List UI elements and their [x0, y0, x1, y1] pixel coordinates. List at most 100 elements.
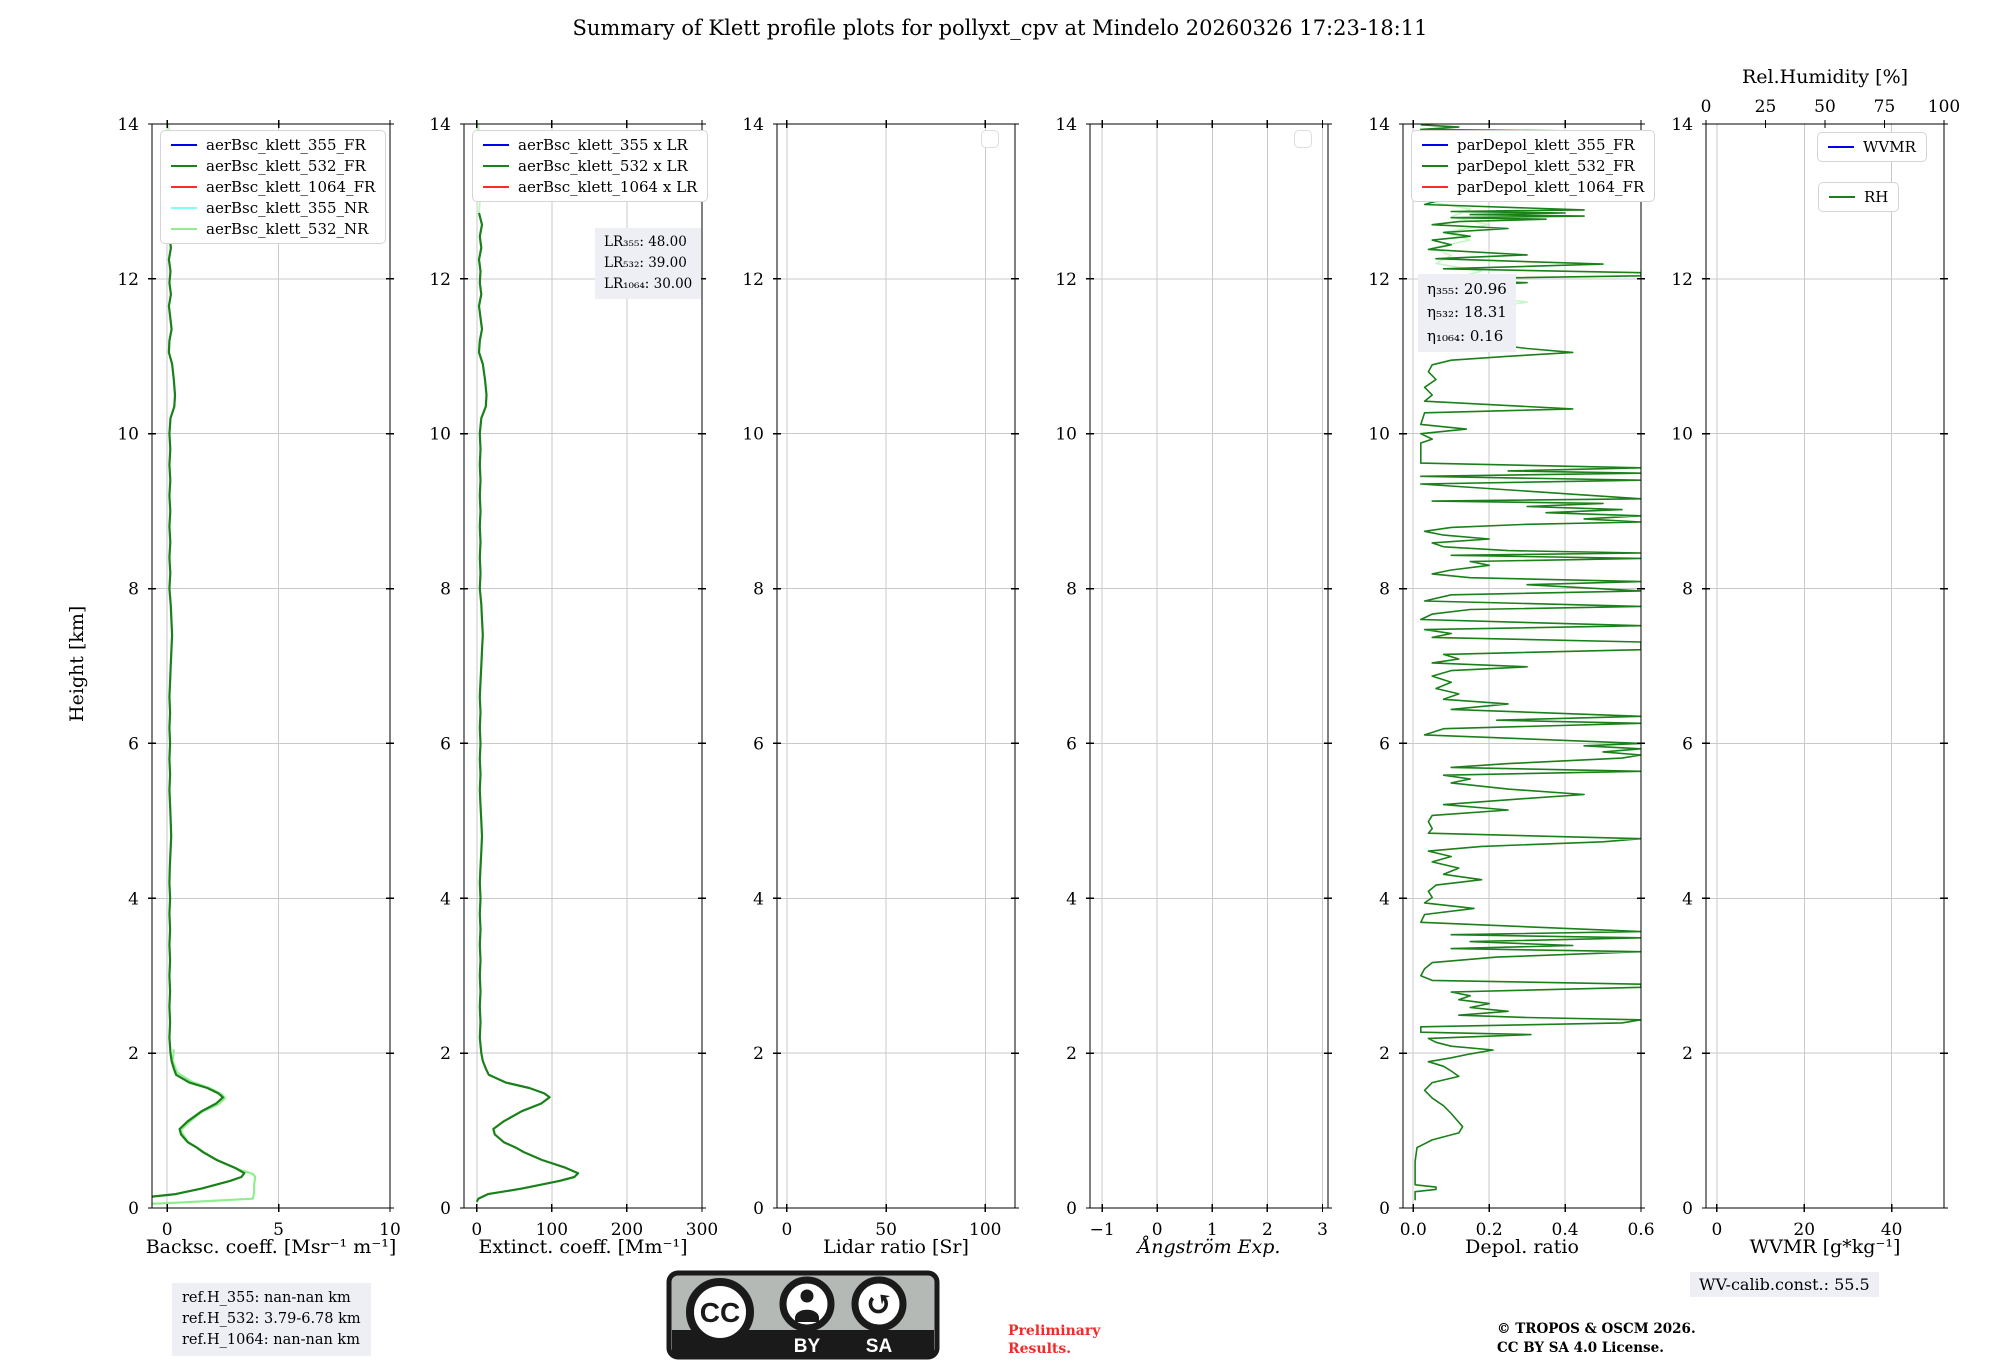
x-tick-label: 10: [379, 1220, 401, 1240]
legend-line-swatch: [171, 144, 197, 146]
legend-label: aerBsc_klett_532_FR: [206, 157, 366, 175]
x-tick-label: 0: [1152, 1220, 1163, 1240]
y-tick-label: 2: [1682, 1044, 1693, 1064]
y-tick-label: 2: [1379, 1044, 1390, 1064]
y-tick-label: 6: [1066, 734, 1077, 754]
annotation-line: LR₃₅₅: 48.00: [604, 234, 687, 250]
legend-entry: aerBsc_klett_532_NR: [171, 220, 375, 238]
x-tick-label: 1: [1207, 1220, 1218, 1240]
y-tick-label: 10: [117, 425, 139, 445]
x-tick-label: 100: [536, 1220, 568, 1240]
x-tick-label: 0.0: [1400, 1220, 1427, 1240]
x-tick-label: 0: [782, 1220, 793, 1240]
axes-frame: [776, 123, 1016, 1209]
depol-ratio-plot-canvas: 0.0 0.2 0.4 0.6 0 2 4 6 8 10 12 14: [1368, 115, 1654, 1240]
series-aerBsc_klett_532_FR: [152, 212, 246, 1198]
y-tick-label: 0: [753, 1199, 764, 1219]
y-axis-label: Height [km]: [66, 605, 88, 722]
y-tick-label: 4: [1682, 889, 1693, 909]
x-tick-label: 200: [611, 1220, 643, 1240]
legend-label: aerBsc_klett_532_NR: [206, 220, 369, 238]
axes-frame: [1402, 123, 1642, 1209]
legend-line-swatch: [171, 186, 197, 188]
y-tick-label: 10: [1671, 425, 1693, 445]
legend-label: aerBsc_klett_1064 x LR: [518, 178, 698, 196]
y-tick-label: 10: [1055, 425, 1077, 445]
share-alike-glyph: ↺: [865, 1284, 894, 1324]
legend-line-swatch: [171, 165, 197, 167]
legend-line-swatch: [171, 228, 197, 230]
top-axis-tick-label: 100: [1928, 97, 1960, 117]
x-tick-label: 0: [471, 1220, 482, 1240]
annotation-line: η₃₅₅: 20.96: [1427, 280, 1507, 298]
series-aerBsc_klett_532xLR: [475, 212, 580, 1203]
legend-entry: RH: [1829, 188, 1888, 206]
x-tick-label: 5: [273, 1220, 284, 1240]
legend-entry: aerBsc_klett_1064_FR: [171, 178, 375, 196]
share-alike-icon: [851, 1276, 907, 1332]
subplot-depol-ratio: 0.0 0.2 0.4 0.6 0 2 4 6 8 10 12 14 Depol. ratio η₃₅…: [1368, 115, 1656, 1258]
legend-label: aerBsc_klett_532 x LR: [518, 157, 688, 175]
copyright-note: © TROPOS & OSCM 2026. CC BY SA 4.0 Licen…: [1497, 1320, 1696, 1358]
legend-entry: aerBsc_klett_355_FR: [171, 136, 375, 154]
y-tick-label: 14: [1368, 115, 1390, 135]
y-tick-label: 6: [128, 734, 139, 754]
figure-title: Summary of Klett profile plots for polly…: [572, 16, 1428, 40]
x-tick-label: 0: [162, 1220, 173, 1240]
sa-label: SA: [866, 1336, 893, 1357]
subplot-angstrom: −1 0 1 2 3 0 2 4 6 8 10 12 14 Ångström Exp.: [1055, 115, 1332, 1258]
x-axis-label-wvmr: WVMR [g*kg⁻¹]: [1749, 1236, 1901, 1258]
y-tick-label: 8: [128, 580, 139, 600]
x-tick-label: 300: [686, 1220, 718, 1240]
lidar-ratio-plot-canvas: 0 50 100 0 2 4 6 8 10 12 14: [742, 115, 1019, 1240]
y-tick-label: 14: [117, 115, 139, 135]
y-tick-label: 12: [742, 270, 764, 290]
legend-label: aerBsc_klett_355_FR: [206, 136, 366, 154]
legend-label: aerBsc_klett_1064_FR: [206, 178, 376, 196]
copyright-line2: CC BY SA 4.0 License.: [1497, 1339, 1664, 1356]
legend-entry: aerBsc_klett_355 x LR: [483, 136, 697, 154]
legend-line-swatch: [483, 186, 509, 188]
x-axis-label-lidar-ratio: Lidar ratio [Sr]: [823, 1236, 969, 1258]
x-tick-label: 0: [1712, 1220, 1723, 1240]
y-tick-label: 6: [1379, 734, 1390, 754]
y-tick-label: 0: [128, 1199, 139, 1219]
x-axis-label-backscatter: Backsc. coeff. [Msr⁻¹ m⁻¹]: [145, 1236, 397, 1258]
legend-line-swatch: [171, 207, 197, 209]
legend-label: WVMR: [1863, 138, 1916, 156]
reference-height-annotation: ref.H_355: nan-nan km ref.H_532: 3.79-6.…: [172, 1283, 371, 1357]
y-tick-label: 8: [440, 580, 451, 600]
y-tick-label: 2: [128, 1044, 139, 1064]
y-tick-label: 0: [1066, 1199, 1077, 1219]
x-axis-label-angstrom: Ångström Exp.: [1137, 1236, 1281, 1258]
cc-icon-label: CC: [700, 1297, 740, 1328]
legend-line-swatch: [1422, 165, 1448, 167]
y-tick-label: 4: [753, 889, 764, 909]
legend-label: aerBsc_klett_355 x LR: [518, 136, 688, 154]
legend-entry: WVMR: [1828, 138, 1916, 156]
legend-entry: aerBsc_klett_1064 x LR: [483, 178, 697, 196]
top-axis-tick-label: 25: [1755, 97, 1777, 117]
legend-label: RH: [1864, 188, 1889, 206]
legend-line-swatch: [1829, 196, 1855, 198]
y-tick-label: 6: [1682, 734, 1693, 754]
x-tick-label: −1: [1090, 1220, 1115, 1240]
y-tick-label: 10: [742, 425, 764, 445]
subplot-lidar-ratio: 0 50 100 0 2 4 6 8 10 12 14 Lidar ratio [Sr]: [742, 115, 1019, 1258]
legend-line-swatch: [483, 165, 509, 167]
y-tick-label: 12: [117, 270, 139, 290]
legend-entry: parDepol_klett_1064_FR: [1422, 178, 1644, 196]
top-axis-tick-label: 50: [1814, 97, 1836, 117]
copyright-line1: © TROPOS & OSCM 2026.: [1497, 1321, 1696, 1337]
y-tick-label: 12: [429, 270, 451, 290]
wvmr-plot-canvas: 0 20 40 0 2 4 6 8 10 12 14 0 25 50 75 100: [1671, 97, 1960, 1240]
ref-height-line: ref.H_532: 3.79-6.78 km: [182, 1311, 361, 1328]
y-tick-label: 10: [1368, 425, 1390, 445]
annotation-line: LR₁₀₆₄: 30.00: [604, 275, 693, 292]
legend-entry: aerBsc_klett_355_NR: [171, 199, 375, 217]
legend-entry: parDepol_klett_355_FR: [1422, 136, 1644, 154]
annotation-line: η₅₃₂: 18.31: [1427, 303, 1507, 322]
y-tick-label: 8: [1379, 580, 1390, 600]
legend-line-swatch: [1828, 146, 1854, 148]
legend-entry: parDepol_klett_532_FR: [1422, 157, 1644, 175]
